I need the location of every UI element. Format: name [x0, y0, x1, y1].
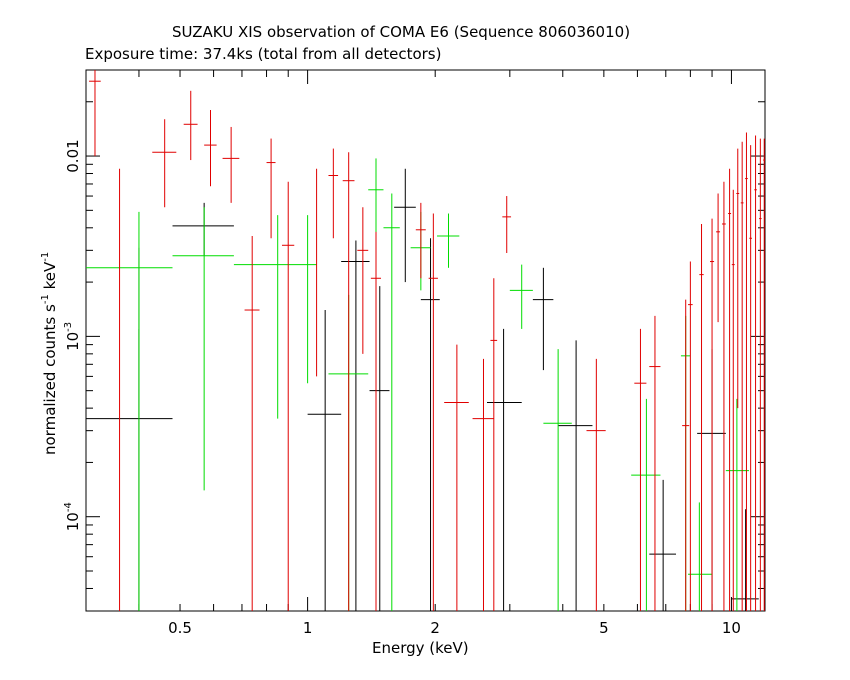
y-axis-label-c: keV [41, 261, 59, 295]
data-point [369, 286, 390, 611]
x-tick-label: 0.5 [168, 619, 192, 637]
data-point [502, 196, 512, 253]
data-point [731, 509, 759, 611]
chart-title: SUZAKU XIS observation of COMA E6 (Seque… [172, 23, 631, 41]
data-point [749, 145, 752, 611]
data-point [754, 135, 757, 611]
data-point [357, 207, 369, 354]
data-point [394, 168, 416, 283]
data-point [631, 398, 661, 611]
data-point [699, 223, 704, 611]
data-point [721, 181, 726, 611]
x-tick-label: 1 [303, 619, 313, 637]
data-point [649, 479, 677, 611]
data-point [281, 181, 295, 611]
x-tick-label: 10 [722, 619, 741, 637]
y-tick-label: 10-4 [63, 502, 82, 531]
y-tick-label: 0.01 [64, 139, 82, 172]
data-point [759, 138, 762, 611]
data-point [688, 502, 713, 611]
data-point [172, 207, 234, 491]
data-point [586, 358, 606, 611]
data-point [415, 202, 426, 279]
data-point [736, 148, 740, 409]
data-point [716, 193, 721, 323]
data-point [222, 126, 240, 203]
y-axis-label-b: -1 [40, 294, 51, 305]
series-red [89, 70, 765, 611]
data-point [486, 328, 522, 611]
y-axis-label: normalized counts s-1 keV-1 [40, 252, 59, 455]
data-point [731, 189, 735, 611]
data-point [709, 218, 715, 611]
data-series [86, 70, 765, 611]
data-point [740, 141, 744, 611]
plot-frame [85, 69, 766, 612]
y-tick-label: 10-3 [63, 322, 82, 351]
data-point [745, 132, 748, 611]
data-point [728, 168, 732, 611]
data-point [368, 158, 384, 243]
data-point [649, 315, 661, 611]
x-axis-label: Energy (keV) [372, 639, 469, 657]
data-point [86, 328, 173, 611]
data-point [370, 231, 382, 611]
x-tick-label: 5 [599, 619, 609, 637]
data-point [472, 358, 494, 611]
data-point [307, 310, 342, 611]
data-point [688, 261, 693, 611]
data-point [682, 299, 690, 611]
data-point [558, 340, 593, 611]
series-black [86, 168, 759, 611]
x-tick-label: 2 [430, 619, 440, 637]
data-point [172, 202, 234, 256]
data-point [244, 236, 260, 611]
data-point [89, 70, 101, 157]
data-point [532, 267, 554, 371]
chart-subtitle: Exposure time: 37.4ks (total from all de… [85, 45, 442, 63]
data-point [266, 138, 276, 239]
data-point [444, 344, 469, 611]
data-point [437, 213, 460, 268]
data-point [342, 152, 355, 611]
y-axis-label-d: -1 [40, 251, 51, 262]
data-point [86, 211, 173, 611]
tick-labels: 0.5 1 2 5 10 0.01 10-3 10-4 [63, 139, 741, 637]
data-point [490, 278, 498, 611]
data-point [420, 238, 440, 611]
data-point [152, 119, 177, 208]
data-point [509, 264, 533, 329]
data-point [204, 110, 217, 187]
data-point [634, 328, 647, 611]
data-point [428, 213, 438, 611]
data-point [183, 90, 198, 161]
data-point [543, 349, 572, 611]
data-point [383, 193, 400, 611]
data-point [233, 215, 317, 419]
data-point [328, 148, 339, 239]
data-point [763, 138, 765, 611]
data-point [341, 240, 370, 611]
y-axis-label-a: normalized counts s [41, 304, 59, 455]
